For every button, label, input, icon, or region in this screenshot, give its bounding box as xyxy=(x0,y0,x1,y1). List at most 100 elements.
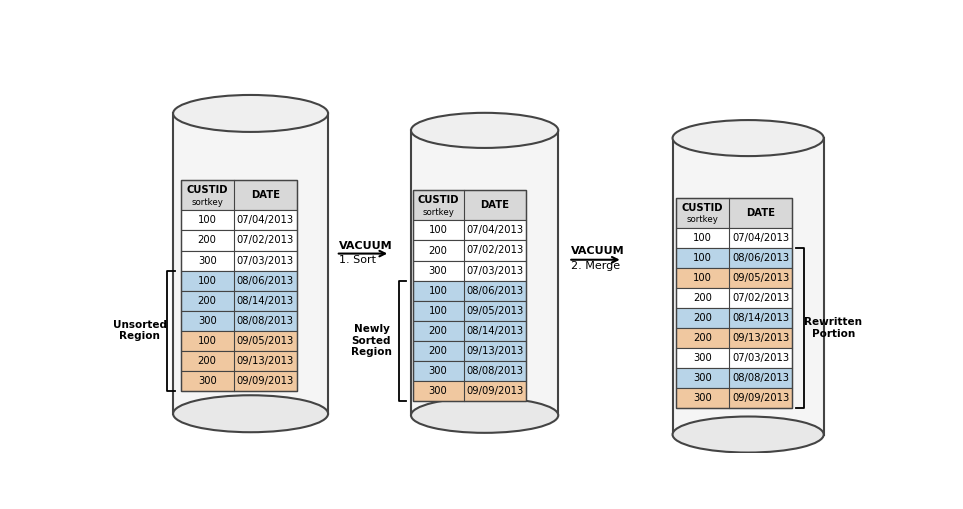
Bar xyxy=(412,190,526,401)
Bar xyxy=(181,210,297,231)
Bar xyxy=(676,228,793,248)
Text: 09/05/2013: 09/05/2013 xyxy=(237,335,294,346)
Bar xyxy=(411,130,559,415)
Text: 300: 300 xyxy=(429,365,448,376)
Bar xyxy=(676,308,793,328)
Bar xyxy=(412,321,526,341)
Text: 08/06/2013: 08/06/2013 xyxy=(732,253,789,263)
Text: 100: 100 xyxy=(197,335,217,346)
Text: 100: 100 xyxy=(429,305,448,316)
Bar xyxy=(676,348,793,369)
Ellipse shape xyxy=(672,120,823,156)
Ellipse shape xyxy=(672,416,823,453)
Text: 09/09/2013: 09/09/2013 xyxy=(732,393,789,403)
Bar xyxy=(412,300,526,321)
Text: 09/09/2013: 09/09/2013 xyxy=(466,386,523,395)
Bar xyxy=(181,351,297,371)
Text: 200: 200 xyxy=(429,346,448,356)
Text: sortkey: sortkey xyxy=(422,208,455,216)
Text: 100: 100 xyxy=(429,286,448,296)
Ellipse shape xyxy=(173,95,328,132)
Bar xyxy=(181,270,297,291)
Text: 07/02/2013: 07/02/2013 xyxy=(466,245,523,256)
Text: 08/06/2013: 08/06/2013 xyxy=(237,275,294,286)
Bar xyxy=(412,240,526,261)
Bar xyxy=(181,180,297,390)
Text: 100: 100 xyxy=(693,273,712,283)
Text: 09/05/2013: 09/05/2013 xyxy=(466,305,523,316)
Text: 09/13/2013: 09/13/2013 xyxy=(732,333,789,343)
Text: CUSTID: CUSTID xyxy=(187,185,228,195)
Text: 07/04/2013: 07/04/2013 xyxy=(466,225,523,236)
Bar xyxy=(181,371,297,390)
Text: 200: 200 xyxy=(197,296,217,305)
Text: 07/04/2013: 07/04/2013 xyxy=(732,233,789,243)
Text: 09/13/2013: 09/13/2013 xyxy=(466,346,523,356)
Text: 09/05/2013: 09/05/2013 xyxy=(732,273,789,283)
Text: 08/14/2013: 08/14/2013 xyxy=(732,313,789,323)
Bar xyxy=(181,250,297,270)
Text: 09/09/2013: 09/09/2013 xyxy=(237,376,294,386)
Text: 08/08/2013: 08/08/2013 xyxy=(237,316,294,326)
Text: 300: 300 xyxy=(197,376,217,386)
Bar xyxy=(412,360,526,381)
Text: 300: 300 xyxy=(197,256,217,266)
Text: 200: 200 xyxy=(197,236,217,245)
Text: 300: 300 xyxy=(693,393,712,403)
Text: 300: 300 xyxy=(429,386,448,395)
Text: 300: 300 xyxy=(429,266,448,275)
Text: DATE: DATE xyxy=(746,208,775,218)
Bar xyxy=(676,268,793,288)
Text: 07/04/2013: 07/04/2013 xyxy=(237,215,294,225)
Text: 100: 100 xyxy=(693,233,712,243)
Text: CUSTID: CUSTID xyxy=(682,203,723,213)
Text: 100: 100 xyxy=(197,215,217,225)
Text: 200: 200 xyxy=(429,326,448,335)
Text: 07/02/2013: 07/02/2013 xyxy=(237,236,294,245)
Text: 07/03/2013: 07/03/2013 xyxy=(732,353,789,363)
Text: 300: 300 xyxy=(693,353,712,363)
Text: 08/08/2013: 08/08/2013 xyxy=(466,365,523,376)
Text: 07/03/2013: 07/03/2013 xyxy=(466,266,523,275)
Text: 07/03/2013: 07/03/2013 xyxy=(237,256,294,266)
Bar xyxy=(181,310,297,330)
Ellipse shape xyxy=(173,395,328,432)
Text: 100: 100 xyxy=(197,275,217,286)
Bar xyxy=(412,341,526,360)
Text: VACUUM: VACUUM xyxy=(571,246,625,256)
Bar xyxy=(412,381,526,401)
Text: Rewritten
Portion: Rewritten Portion xyxy=(804,318,863,339)
Bar xyxy=(412,190,526,220)
Bar xyxy=(676,198,793,228)
Text: 08/08/2013: 08/08/2013 xyxy=(732,373,789,383)
Text: sortkey: sortkey xyxy=(192,197,223,207)
Text: 200: 200 xyxy=(429,245,448,256)
Text: 300: 300 xyxy=(197,316,217,326)
Text: 200: 200 xyxy=(197,356,217,365)
Bar xyxy=(173,114,328,414)
Text: 200: 200 xyxy=(693,333,712,343)
Ellipse shape xyxy=(411,398,559,433)
Bar xyxy=(676,328,793,348)
Text: 100: 100 xyxy=(429,225,448,236)
Bar xyxy=(676,369,793,388)
Bar xyxy=(676,248,793,268)
Text: DATE: DATE xyxy=(250,190,280,201)
Text: 1. Sort: 1. Sort xyxy=(339,254,376,265)
Bar xyxy=(412,261,526,280)
Bar xyxy=(412,280,526,300)
Text: 07/02/2013: 07/02/2013 xyxy=(732,293,789,303)
Bar xyxy=(181,330,297,351)
Text: 200: 200 xyxy=(693,293,712,303)
Bar xyxy=(181,231,297,250)
Bar xyxy=(181,291,297,310)
Text: 200: 200 xyxy=(693,313,712,323)
Bar xyxy=(676,198,793,408)
Text: Newly
Sorted
Region: Newly Sorted Region xyxy=(351,324,392,357)
Text: CUSTID: CUSTID xyxy=(417,195,459,205)
Text: DATE: DATE xyxy=(481,201,509,210)
Text: Unsorted
Region: Unsorted Region xyxy=(113,320,167,342)
Text: 300: 300 xyxy=(693,373,712,383)
Text: 100: 100 xyxy=(693,253,712,263)
Text: 08/14/2013: 08/14/2013 xyxy=(466,326,523,335)
